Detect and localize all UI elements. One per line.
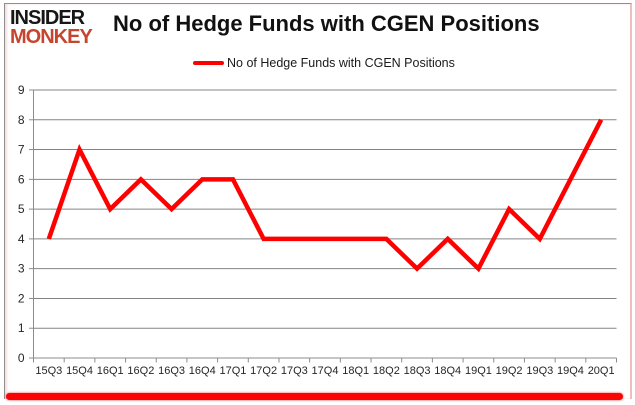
- y-axis-label: 2: [18, 291, 25, 305]
- x-axis-label: 19Q4: [557, 365, 584, 377]
- legend-line-marker: [193, 61, 224, 65]
- x-axis-label: 18Q1: [342, 365, 369, 377]
- x-axis-label: 17Q1: [219, 365, 246, 377]
- chart-legend: No of Hedge Funds with CGEN Positions: [193, 55, 455, 71]
- widget-frame: [4, 3, 632, 399]
- legend-label: No of Hedge Funds with CGEN Positions: [227, 56, 455, 70]
- data-line: [46, 118, 604, 273]
- y-axis-label: 4: [18, 232, 25, 246]
- x-axis-label: 15Q4: [66, 365, 93, 377]
- page-title: No of Hedge Funds with CGEN Positions: [113, 11, 540, 36]
- x-axis-label: 18Q3: [404, 365, 431, 377]
- y-axis-label: 8: [18, 113, 25, 127]
- logo-line-monkey: MONKEY: [10, 26, 93, 48]
- x-axis-label: 17Q4: [312, 365, 339, 377]
- y-axis-label: 3: [18, 262, 25, 276]
- y-axis-label: 0: [18, 351, 25, 365]
- y-axis-label: 9: [18, 83, 25, 97]
- x-axis-label: 19Q1: [465, 365, 492, 377]
- y-axis-label: 5: [18, 202, 25, 216]
- x-axis-label: 15Q3: [35, 365, 62, 377]
- x-axis-label: 16Q2: [127, 365, 154, 377]
- x-axis-label: 20Q1: [588, 365, 615, 377]
- x-axis-label: 18Q4: [434, 365, 461, 377]
- y-axis-label: 1: [18, 321, 25, 335]
- x-axis-label: 16Q3: [158, 365, 185, 377]
- y-axis-label: 6: [18, 172, 25, 186]
- x-axis-label: 16Q4: [189, 365, 216, 377]
- x-axis-label: 17Q2: [250, 365, 277, 377]
- logo-line-insider: INSIDER: [10, 7, 85, 29]
- insider-monkey-logo: INSIDER MONKEY: [10, 7, 93, 48]
- bottom-accent-bar: [6, 393, 623, 400]
- x-axis-label: 17Q3: [281, 365, 308, 377]
- x-axis-label: 19Q3: [526, 365, 553, 377]
- x-axis-label: 18Q2: [373, 365, 400, 377]
- y-axis-label: 7: [18, 143, 25, 157]
- x-axis-label: 19Q2: [496, 365, 523, 377]
- x-axis-label: 16Q1: [97, 365, 124, 377]
